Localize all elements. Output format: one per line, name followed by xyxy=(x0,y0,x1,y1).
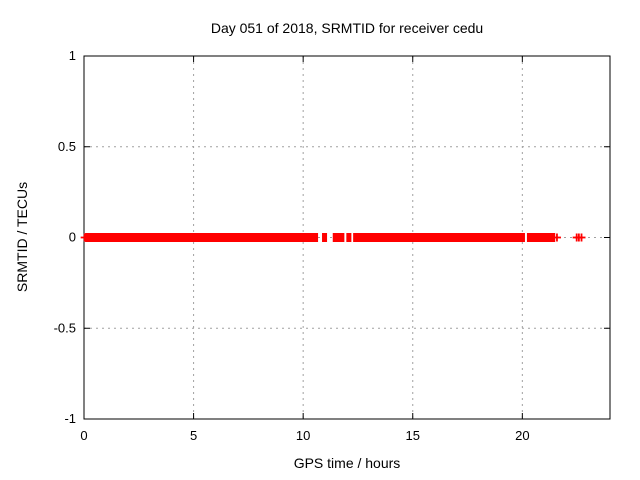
x-tick-label: 20 xyxy=(515,428,529,443)
x-tick-label: 10 xyxy=(296,428,310,443)
data-series xyxy=(80,233,586,242)
x-tick-label: 5 xyxy=(190,428,197,443)
x-axis-label: GPS time / hours xyxy=(294,455,401,471)
tick-layer: 0 5 10 15 20 -1 -0.5 0 0.5 1 xyxy=(54,48,610,443)
y-tick-label: 0.5 xyxy=(58,139,76,154)
y-tick-label: 1 xyxy=(69,48,76,63)
chart-title: Day 051 of 2018, SRMTID for receiver ced… xyxy=(211,20,483,36)
y-tick-label: -0.5 xyxy=(54,320,76,335)
x-tick-label: 0 xyxy=(80,428,87,443)
x-tick-label: 15 xyxy=(406,428,420,443)
y-axis-label: SRMTID / TECUs xyxy=(14,182,30,292)
data-point-marker xyxy=(80,233,89,242)
data-point-marker xyxy=(552,233,561,242)
data-point-marker xyxy=(577,233,586,242)
y-tick-label: -1 xyxy=(64,411,76,426)
y-tick-label: 0 xyxy=(69,230,76,245)
